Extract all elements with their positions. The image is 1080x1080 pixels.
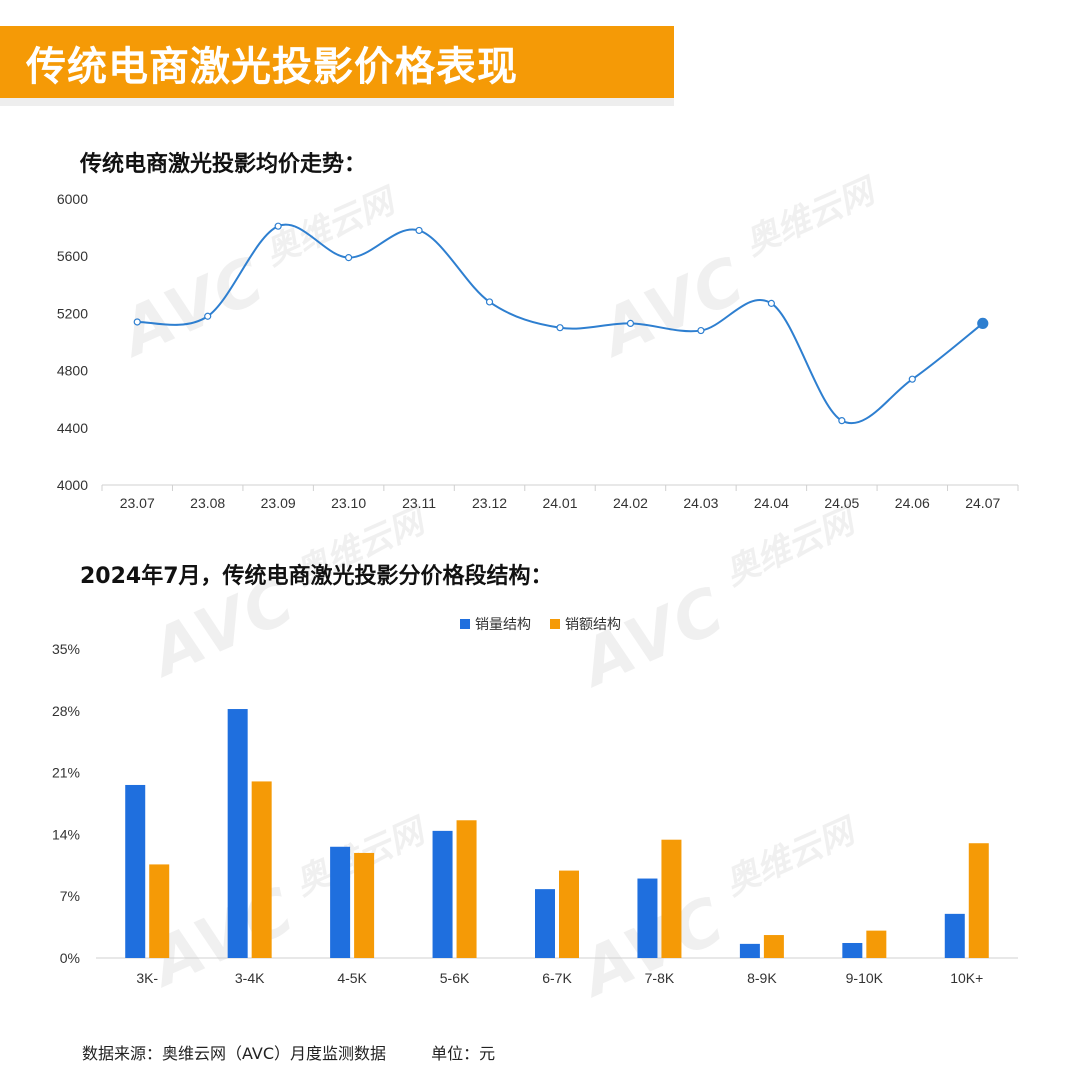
- legend-label: 销额结构: [565, 616, 621, 632]
- line-x-tick-label: 23.08: [190, 495, 225, 511]
- line-data-point: [977, 317, 989, 330]
- bar-volume: [227, 709, 248, 958]
- bar-x-tick-label: 4-5K: [337, 970, 367, 986]
- line-x-tick-label: 23.10: [331, 495, 366, 511]
- line-data-point: [274, 222, 282, 230]
- bar-y-tick-label: 35%: [52, 641, 80, 657]
- legend-swatch: [460, 619, 470, 629]
- bar-x-tick-label: 8-9K: [747, 970, 777, 986]
- line-y-tick-label: 4800: [57, 363, 88, 379]
- line-x-tick-label: 23.09: [261, 495, 296, 511]
- line-x-tick-label: 24.05: [824, 495, 859, 511]
- bar-chart: 0% 7% 14% 21% 28% 35% 3K- 3-4K 4-5K 5-6K 6-7K 7-8K 8…: [52, 616, 1018, 986]
- line-data-point: [767, 299, 775, 307]
- bar-amount: [456, 820, 477, 958]
- bar-x-tick-label: 10K+: [950, 970, 983, 986]
- bar-y-tick-label: 28%: [52, 703, 80, 719]
- bar-y-tick-label: 7%: [60, 888, 80, 904]
- line-y-tick-label: 6000: [57, 191, 88, 207]
- bar-x-tick-label: 3-4K: [235, 970, 265, 986]
- line-data-point: [556, 324, 564, 332]
- bar-volume: [944, 913, 965, 958]
- line-y-tick-label: 4000: [57, 477, 88, 493]
- bar-volume: [842, 942, 863, 958]
- line-data-point: [485, 298, 494, 306]
- line-x-tick-label: 24.01: [542, 495, 577, 511]
- line-x-tick-label: 23.12: [472, 495, 507, 511]
- header-banner: [0, 26, 674, 98]
- bar-volume: [125, 784, 146, 958]
- bar-amount: [149, 864, 170, 958]
- bar-y-tick-label: 21%: [52, 765, 80, 781]
- unit-note: 单位：元: [431, 1044, 496, 1063]
- line-x-tick-label: 24.07: [965, 495, 1000, 511]
- bar-volume: [637, 878, 658, 958]
- header-banner-shadow: [0, 98, 674, 106]
- bar-chart-title: 2024年7月，传统电商激光投影分价格段结构：: [80, 564, 553, 589]
- line-data-point: [838, 417, 846, 425]
- data-source-note: 数据来源：奥维云网（AVC）月度监测数据: [82, 1044, 387, 1063]
- bar-amount: [354, 852, 375, 958]
- line-data-point: [908, 375, 916, 383]
- line-data-point: [204, 312, 212, 320]
- bar-volume: [432, 830, 453, 958]
- bar-y-tick-label: 14%: [52, 826, 80, 842]
- bar-y-tick-label: 0%: [60, 950, 80, 966]
- line-y-tick-label: 5600: [57, 248, 88, 264]
- line-data-point: [626, 319, 635, 328]
- bar-volume: [739, 943, 760, 958]
- bar-x-tick-label: 7-8K: [645, 970, 675, 986]
- bar-amount: [559, 870, 579, 958]
- bar-x-tick-label: 3K-: [136, 970, 158, 986]
- line-x-tick-label: 23.11: [402, 495, 436, 511]
- legend-label: 销量结构: [475, 616, 531, 632]
- bar-amount: [866, 930, 887, 958]
- bar-volume: [330, 846, 351, 958]
- line-x-tick-label: 24.06: [895, 495, 930, 511]
- line-y-tick-label: 4400: [57, 420, 88, 436]
- bar-amount: [763, 935, 784, 958]
- line-x-tick-label: 24.02: [613, 495, 648, 511]
- bar-amount: [661, 839, 682, 958]
- footer: 数据来源：奥维云网（AVC）月度监测数据 单位：元: [82, 1040, 495, 1064]
- line-x-tick-label: 23.07: [120, 495, 155, 511]
- bar-amount: [968, 843, 989, 958]
- line-x-tick-label: 24.03: [683, 495, 718, 511]
- line-chart: 4000 4400 4800 5200 5600 6000 23.07 23.08 23.09 2…: [57, 191, 1019, 511]
- line-data-point: [133, 318, 141, 326]
- line-x-tick-label: 24.04: [754, 495, 789, 511]
- page-title: 传统电商激光投影价格表现: [26, 44, 518, 90]
- line-data-point: [345, 254, 353, 262]
- legend-swatch: [550, 619, 560, 629]
- line-y-tick-label: 5200: [57, 305, 88, 321]
- line-chart-title: 传统电商激光投影均价走势：: [80, 152, 367, 177]
- line-data-point: [697, 326, 705, 335]
- bar-amount: [251, 781, 272, 958]
- bar-x-tick-label: 9-10K: [846, 970, 884, 986]
- bar-x-tick-label: 5-6K: [440, 970, 470, 986]
- bar-x-tick-label: 6-7K: [542, 970, 572, 986]
- bar-volume: [535, 889, 555, 958]
- line-data-point: [415, 226, 423, 235]
